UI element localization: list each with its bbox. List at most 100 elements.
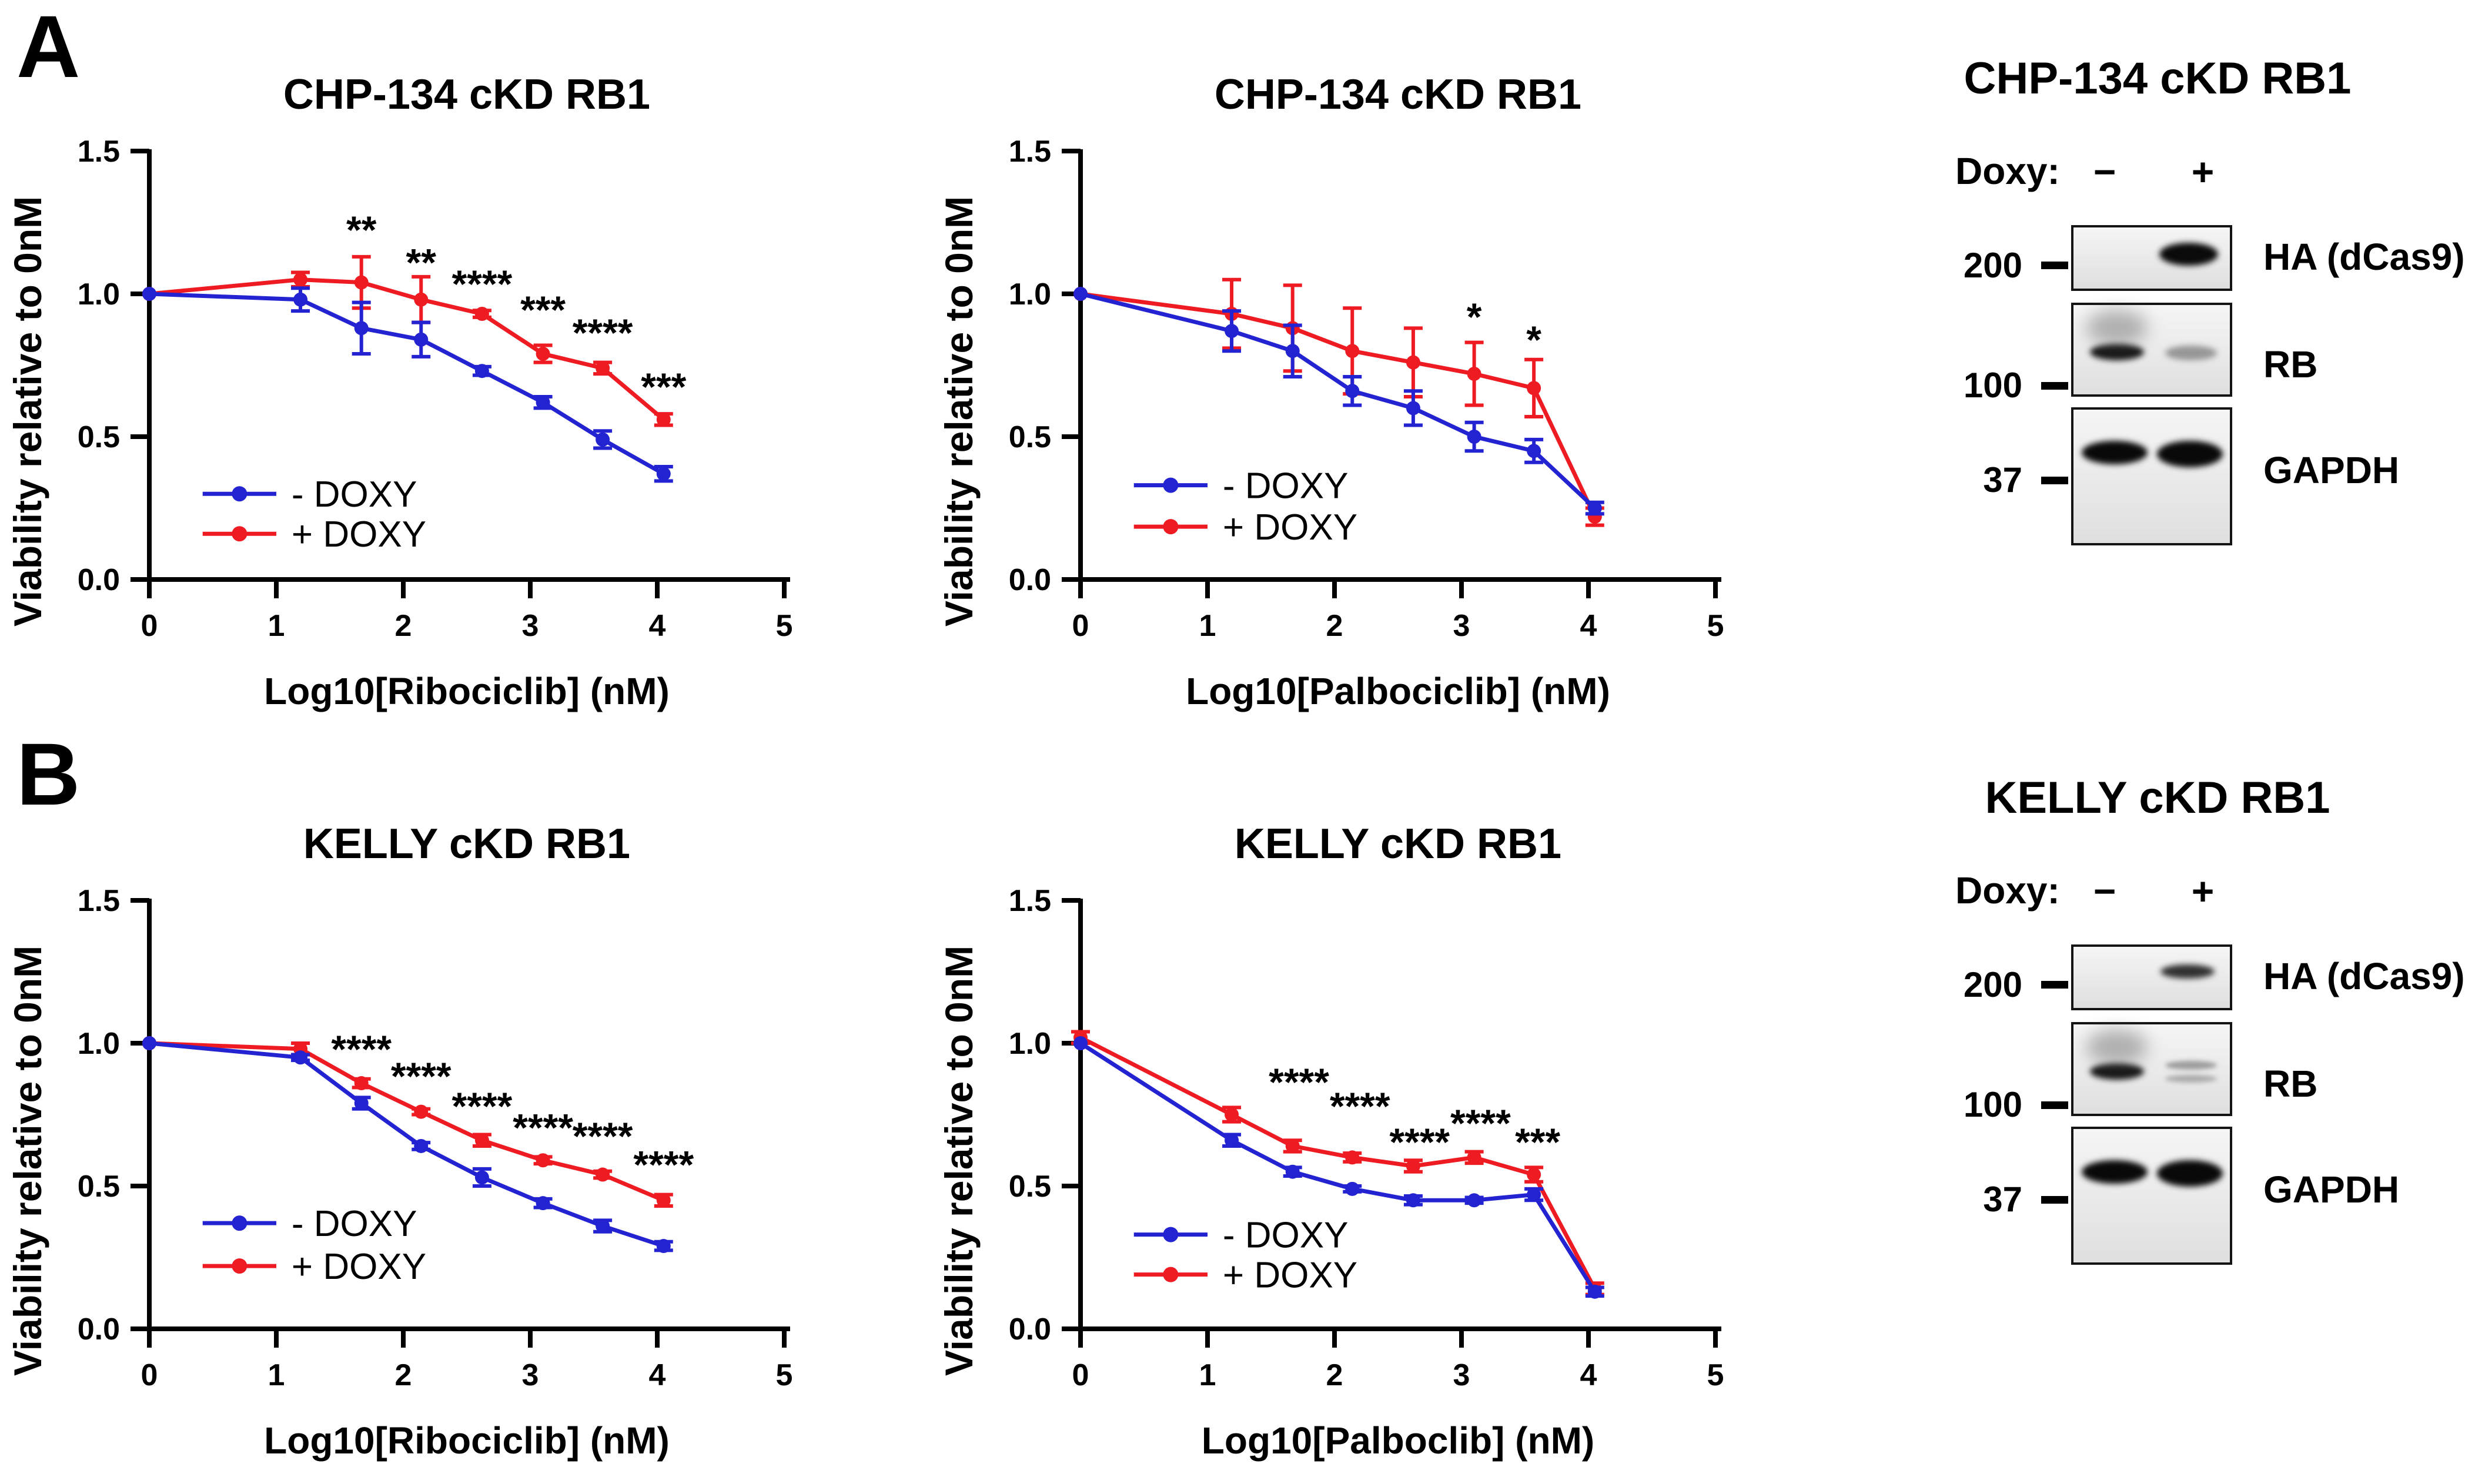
protein-band-plus	[2165, 1075, 2217, 1083]
significance-label: ****	[1450, 1101, 1511, 1145]
x-axis-label: Log10[Ribociclib] (nM)	[264, 1419, 670, 1462]
y-axis-label: Viability relative to 0nM	[937, 946, 981, 1376]
data-point	[656, 467, 671, 481]
legend-label: + DOXY	[292, 514, 426, 555]
series-line-minus-doxy	[149, 1041, 664, 1248]
data-point	[596, 361, 610, 376]
data-point	[354, 1096, 369, 1111]
data-point	[1073, 1036, 1088, 1050]
data-point	[596, 432, 610, 447]
data-point	[536, 347, 550, 361]
y-tick-label: 1.5	[78, 135, 120, 169]
significance-label: ****	[331, 1027, 392, 1071]
series-line-plus-doxy	[149, 277, 665, 421]
molecular-weight-label: 200	[1963, 246, 2022, 285]
x-tick-label: 4	[649, 1358, 666, 1392]
data-point	[1467, 1193, 1481, 1208]
legend-marker	[232, 486, 248, 502]
data-point	[536, 395, 550, 410]
molecular-weight-dash	[2041, 477, 2068, 484]
significance-label: ***	[520, 288, 566, 331]
chart-a-palbociclib-svg: CHP-134 cKD RB1 Log10[Palbociclib] (nM) Vi…	[937, 71, 1724, 712]
western-blot-b: KELLY cKD RB1 Doxy: − +200 HA (dCas9) 100 RB 37…	[1911, 719, 2485, 1366]
protein-band-minus	[2086, 310, 2148, 345]
x-tick-label: 5	[776, 1358, 793, 1392]
data-point	[1406, 355, 1420, 370]
legend-label: + DOXY	[1223, 1255, 1357, 1296]
y-tick-label: 0.5	[78, 1170, 120, 1204]
protein-band-minus	[2090, 1063, 2144, 1080]
series-line-plus-doxy	[1079, 1036, 1597, 1290]
axis-lines	[1078, 899, 1721, 1331]
lane-minus-label: −	[2093, 869, 2116, 913]
data-point	[1225, 1107, 1239, 1122]
x-tick-label: 2	[1326, 1358, 1343, 1392]
data-point	[1467, 367, 1481, 381]
legend-marker	[1163, 519, 1179, 535]
data-point	[414, 1138, 429, 1153]
data-point	[414, 332, 429, 347]
data-point	[1587, 501, 1602, 515]
blot-row-label: HA (dCas9)	[2263, 236, 2465, 278]
data-point	[474, 364, 489, 378]
blot-box	[2071, 1127, 2232, 1265]
blot-row-label: GAPDH	[2263, 1168, 2400, 1211]
series-line-minus-doxy	[149, 292, 665, 476]
chart-b-palbociclib-svg: KELLY cKD RB1 Log10[Palboclib] (nM) Viabil…	[937, 820, 1724, 1462]
y-tick-label: 0.5	[78, 420, 120, 454]
chart-a-ribociclib-svg: CHP-134 cKD RB1 Log10[Ribociclib] (nM) Via…	[6, 71, 792, 712]
data-point	[142, 287, 156, 301]
data-point	[1345, 344, 1360, 359]
legend-label: - DOXY	[292, 474, 417, 515]
x-tick-label: 1	[1199, 1358, 1216, 1392]
x-tick-label: 0	[141, 609, 158, 643]
significance-label: ****	[633, 1143, 694, 1187]
x-tick-label: 4	[1580, 609, 1597, 643]
chart-b-ribociclib-svg: KELLY cKD RB1 Log10[Ribociclib] (nM) Viabi…	[6, 820, 793, 1462]
data-point	[1527, 444, 1541, 458]
significance-label: ****	[573, 1114, 633, 1158]
data-point	[1225, 1133, 1239, 1148]
chart-b-ribociclib: KELLY cKD RB1 Log10[Ribociclib] (nM) Viabi…	[0, 749, 941, 1484]
data-point	[1406, 401, 1420, 416]
data-point	[474, 307, 489, 321]
y-tick-label: 1.0	[78, 1027, 120, 1061]
y-axis-label: Viability relative to 0nM	[937, 196, 981, 627]
blot-box	[2071, 407, 2232, 545]
series-line-plus-doxy	[149, 1041, 665, 1202]
protein-band-plus	[2159, 243, 2218, 266]
data-point	[1587, 1284, 1602, 1299]
lane-minus-label: −	[2093, 150, 2116, 193]
panel-label-b: B	[16, 725, 81, 823]
data-point	[1467, 430, 1481, 444]
data-point	[1345, 1181, 1360, 1196]
significance-label: ****	[452, 262, 513, 306]
y-axis-label: Viability relative to 0nM	[6, 196, 49, 627]
data-point	[1073, 287, 1088, 301]
y-tick-label: 1.5	[78, 884, 120, 918]
data-point	[293, 1050, 308, 1065]
legend-marker	[1163, 1267, 1179, 1282]
x-tick-label: 0	[1072, 609, 1089, 643]
protein-band-minus	[2082, 441, 2148, 464]
data-point	[656, 1193, 671, 1208]
legend-label: + DOXY	[1223, 507, 1357, 548]
data-point	[1406, 1158, 1420, 1173]
data-point	[1285, 1164, 1300, 1179]
y-axis-label: Viability relative to 0nM	[6, 946, 49, 1376]
legend-marker	[232, 1258, 248, 1274]
data-point	[142, 1036, 156, 1050]
x-axis-label: Log10[Ribociclib] (nM)	[264, 670, 670, 712]
panel-label-a: A	[16, 0, 81, 96]
chart-b-palbociclib: KELLY cKD RB1 Log10[Palboclib] (nM) Viabil…	[931, 749, 1872, 1484]
molecular-weight-dash	[2041, 382, 2068, 390]
y-tick-label: 0.5	[1009, 420, 1051, 454]
molecular-weight-dash	[2041, 1101, 2068, 1109]
data-point	[414, 1104, 429, 1119]
protein-band-minus	[2086, 1029, 2148, 1064]
significance-label: ***	[641, 365, 686, 408]
doxy-label: Doxy:	[1955, 869, 2060, 912]
chart-a-palbociclib: CHP-134 cKD RB1 Log10[Palbociclib] (nM) Vi…	[931, 0, 1872, 735]
significance-label: ****	[1330, 1084, 1390, 1128]
